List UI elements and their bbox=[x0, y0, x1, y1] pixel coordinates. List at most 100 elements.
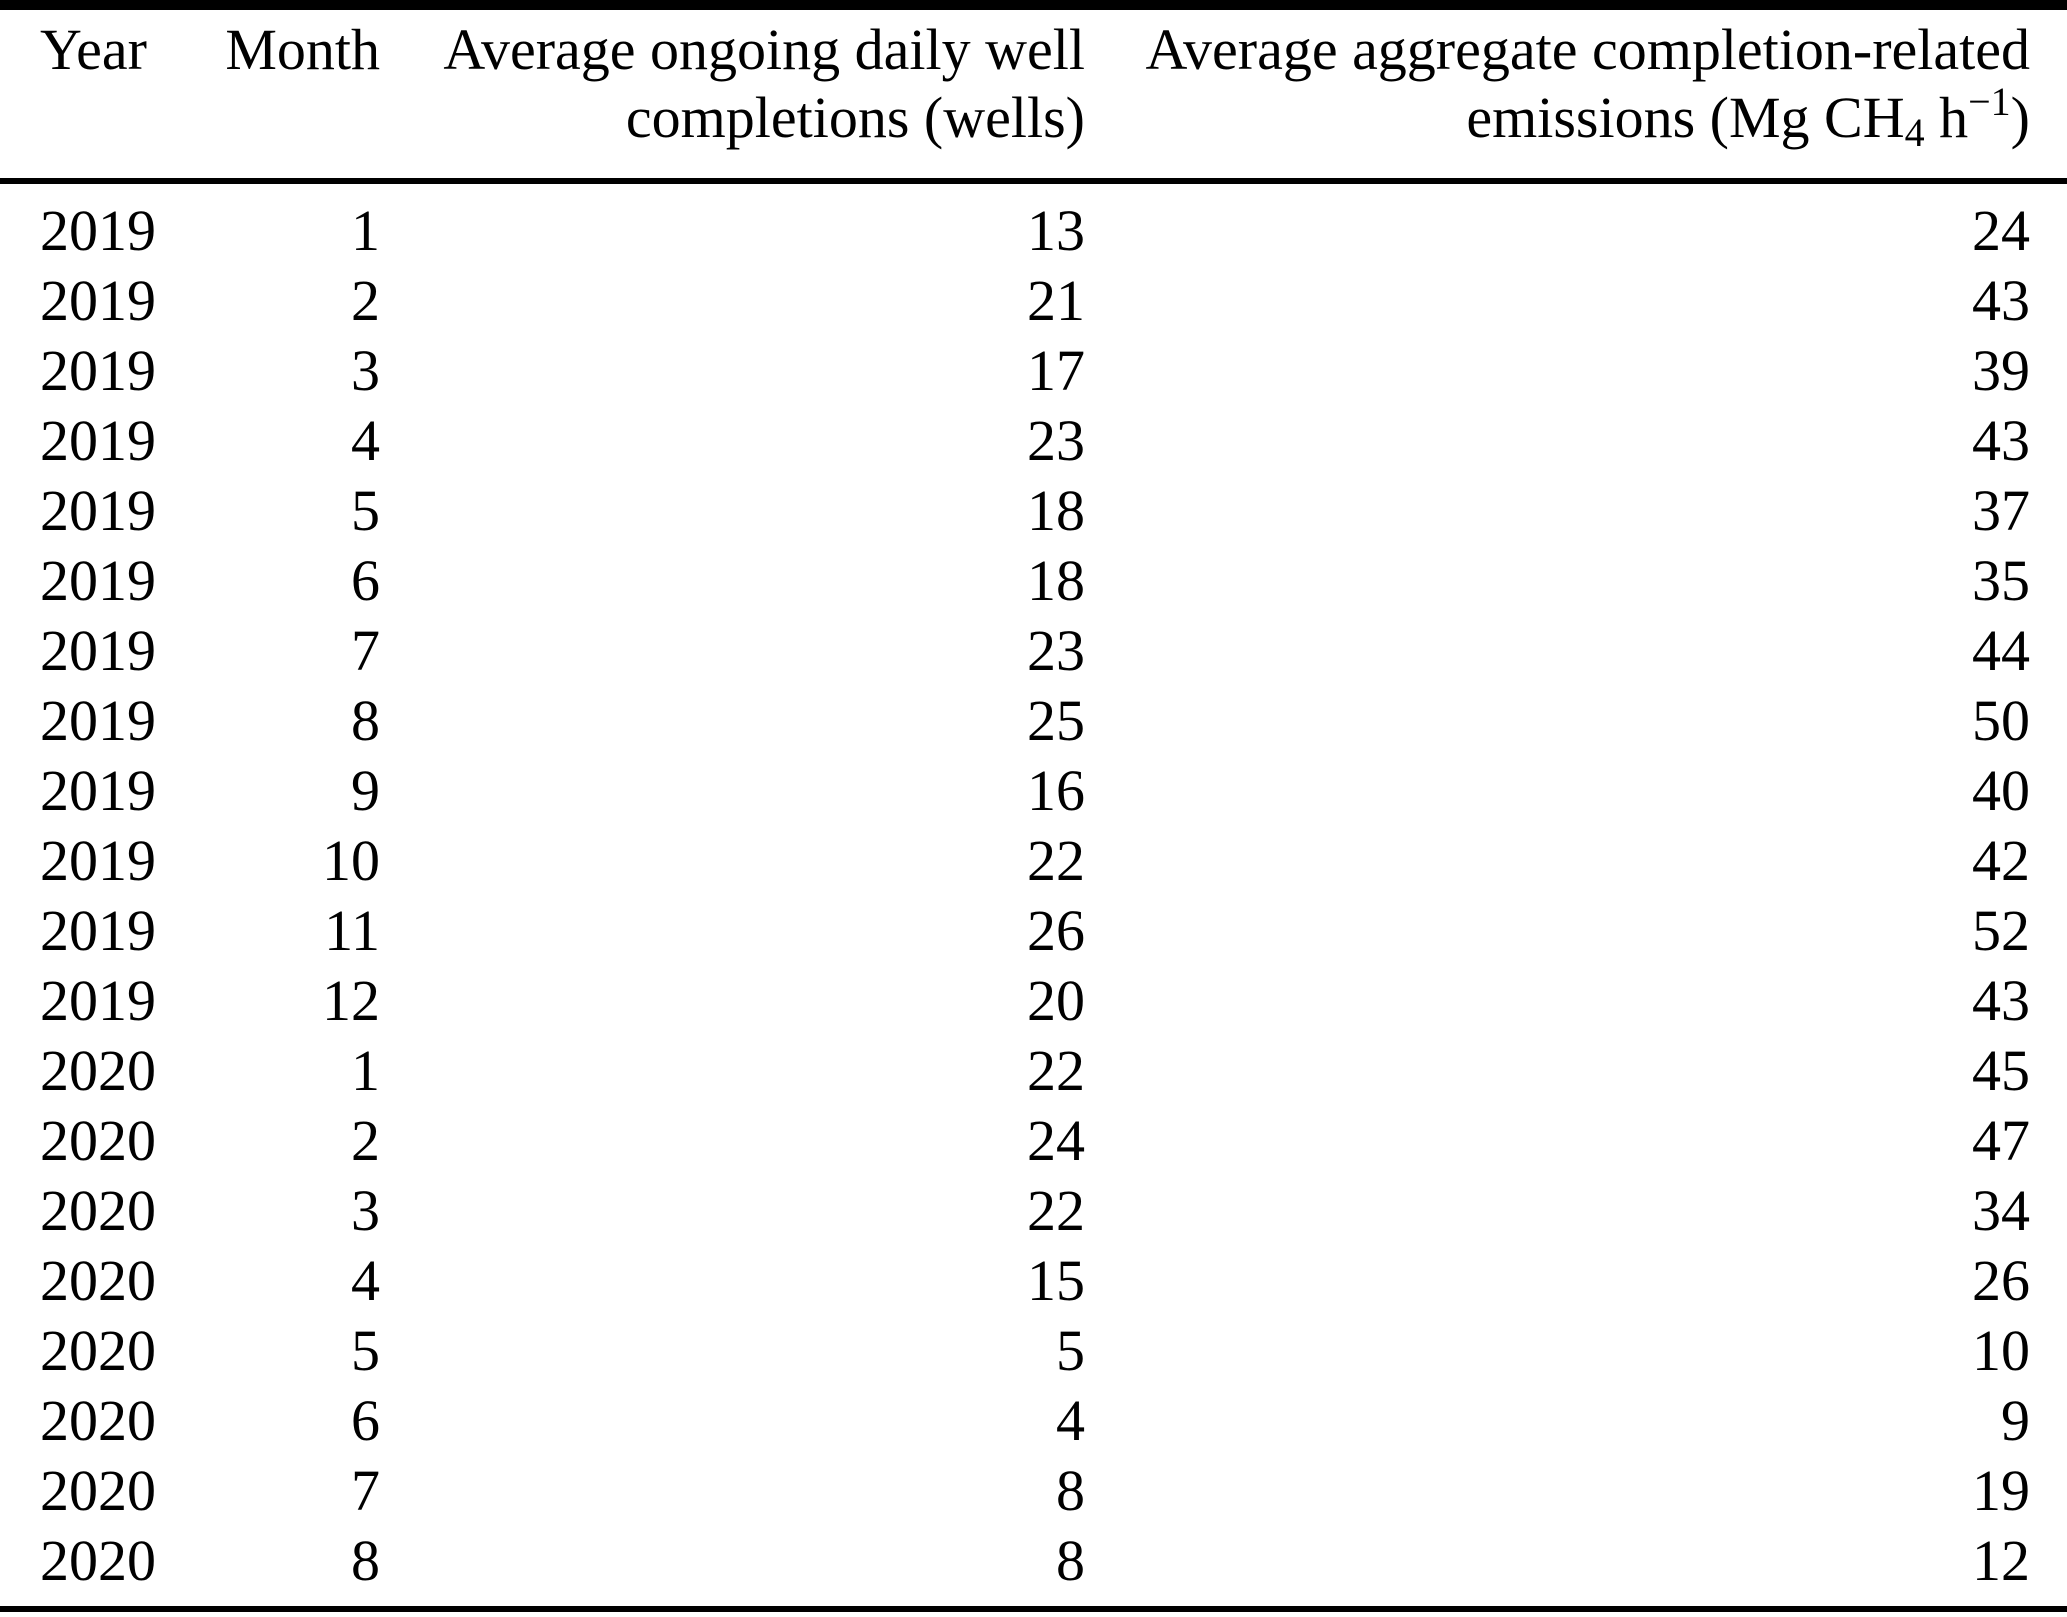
completions-cell: 8 bbox=[1056, 1458, 1085, 1523]
per-hour-superscript: −1 bbox=[1968, 79, 2011, 124]
table-row: 2019 1 13 24 bbox=[0, 181, 2067, 266]
emissions-cell: 26 bbox=[1972, 1248, 2030, 1313]
year-cell: 2020 bbox=[40, 1318, 156, 1383]
emissions-cell: 42 bbox=[1972, 828, 2030, 893]
month-cell: 5 bbox=[351, 1318, 380, 1383]
completions-cell: 24 bbox=[1027, 1108, 1085, 1173]
emissions-cell: 50 bbox=[1972, 688, 2030, 753]
completions-cell: 26 bbox=[1027, 898, 1085, 963]
month-cell: 6 bbox=[351, 1388, 380, 1453]
month-cell: 5 bbox=[351, 478, 380, 543]
completions-cell: 15 bbox=[1027, 1248, 1085, 1313]
completions-cell: 20 bbox=[1027, 968, 1085, 1033]
completions-cell: 22 bbox=[1027, 828, 1085, 893]
month-cell: 4 bbox=[351, 1248, 380, 1313]
emissions-cell: 47 bbox=[1972, 1108, 2030, 1173]
month-cell: 8 bbox=[351, 688, 380, 753]
header-year: Year bbox=[0, 10, 190, 184]
table-header: Year Month Average ongoing daily well co… bbox=[0, 10, 2067, 184]
month-cell: 9 bbox=[351, 758, 380, 823]
table-row: 2020 4 15 26 bbox=[0, 1246, 2067, 1316]
emissions-cell: 52 bbox=[1972, 898, 2030, 963]
completions-cell: 21 bbox=[1027, 268, 1085, 333]
emissions-cell: 45 bbox=[1972, 1038, 2030, 1103]
header-completions-line2: completions (wells) bbox=[625, 85, 1085, 150]
ch4-subscript: 4 bbox=[1904, 109, 1925, 155]
month-cell: 4 bbox=[351, 408, 380, 473]
emissions-cell: 43 bbox=[1972, 968, 2030, 1033]
emissions-cell: 12 bbox=[1972, 1528, 2030, 1593]
completions-cell: 23 bbox=[1027, 618, 1085, 683]
year-cell: 2020 bbox=[40, 1038, 156, 1103]
table-row: 2019 2 21 43 bbox=[0, 266, 2067, 336]
table-row: 2020 1 22 45 bbox=[0, 1036, 2067, 1106]
completions-cell: 22 bbox=[1027, 1038, 1085, 1103]
year-cell: 2019 bbox=[40, 688, 156, 753]
emissions-cell: 19 bbox=[1972, 1458, 2030, 1523]
year-cell: 2020 bbox=[40, 1248, 156, 1313]
completions-cell: 18 bbox=[1027, 478, 1085, 543]
year-cell: 2020 bbox=[40, 1108, 156, 1173]
emissions-cell: 37 bbox=[1972, 478, 2030, 543]
table-top-rule bbox=[0, 0, 2067, 10]
emissions-cell: 40 bbox=[1972, 758, 2030, 823]
month-cell: 11 bbox=[324, 898, 380, 963]
year-cell: 2020 bbox=[40, 1458, 156, 1523]
emissions-cell: 9 bbox=[2001, 1388, 2030, 1453]
completions-cell: 8 bbox=[1056, 1528, 1085, 1593]
table-row: 2019 8 25 50 bbox=[0, 686, 2067, 756]
table-row: 2019 9 16 40 bbox=[0, 756, 2067, 826]
month-cell: 1 bbox=[351, 198, 380, 263]
header-row: Year Month Average ongoing daily well co… bbox=[0, 10, 2067, 184]
emissions-cell: 24 bbox=[1972, 198, 2030, 263]
month-cell: 7 bbox=[351, 618, 380, 683]
month-cell: 2 bbox=[351, 268, 380, 333]
year-cell: 2020 bbox=[40, 1528, 156, 1593]
header-month-label: Month bbox=[225, 17, 380, 82]
month-cell: 1 bbox=[351, 1038, 380, 1103]
year-cell: 2020 bbox=[40, 1388, 156, 1453]
year-cell: 2019 bbox=[40, 478, 156, 543]
completions-cell: 25 bbox=[1027, 688, 1085, 753]
emissions-unit-hours: h bbox=[1924, 85, 1969, 150]
completions-cell: 22 bbox=[1027, 1178, 1085, 1243]
year-cell: 2019 bbox=[40, 548, 156, 613]
year-cell: 2019 bbox=[40, 338, 156, 403]
year-cell: 2019 bbox=[40, 408, 156, 473]
month-cell: 3 bbox=[351, 1178, 380, 1243]
year-cell: 2019 bbox=[40, 268, 156, 333]
table-body: 2019 1 13 24 2019 2 21 43 2019 3 17 39 2… bbox=[0, 181, 2067, 1596]
month-cell: 2 bbox=[351, 1108, 380, 1173]
emissions-cell: 35 bbox=[1972, 548, 2030, 613]
table-row: 2019 12 20 43 bbox=[0, 966, 2067, 1036]
completions-cell: 5 bbox=[1056, 1318, 1085, 1383]
completions-cell: 13 bbox=[1027, 198, 1085, 263]
table-row: 2019 6 18 35 bbox=[0, 546, 2067, 616]
table-row: 2019 7 23 44 bbox=[0, 616, 2067, 686]
month-cell: 3 bbox=[351, 338, 380, 403]
year-cell: 2019 bbox=[40, 618, 156, 683]
table-row: 2020 2 24 47 bbox=[0, 1106, 2067, 1176]
emissions-cell: 43 bbox=[1972, 268, 2030, 333]
emissions-table: Year Month Average ongoing daily well co… bbox=[0, 10, 2067, 1596]
header-completions: Average ongoing daily well completions (… bbox=[380, 10, 1085, 184]
month-cell: 7 bbox=[351, 1458, 380, 1523]
table-row: 2019 11 26 52 bbox=[0, 896, 2067, 966]
header-emissions-line1: Average aggregate completion-related bbox=[1145, 17, 2030, 82]
header-month: Month bbox=[190, 10, 380, 184]
month-cell: 12 bbox=[322, 968, 380, 1033]
emissions-unit-close-paren: ) bbox=[2010, 85, 2030, 150]
table-row: 2020 3 22 34 bbox=[0, 1176, 2067, 1246]
emissions-cell: 43 bbox=[1972, 408, 2030, 473]
year-cell: 2019 bbox=[40, 198, 156, 263]
year-cell: 2019 bbox=[40, 898, 156, 963]
completions-cell: 17 bbox=[1027, 338, 1085, 403]
year-cell: 2019 bbox=[40, 968, 156, 1033]
month-cell: 6 bbox=[351, 548, 380, 613]
table-bottom-rule bbox=[0, 1606, 2067, 1612]
completions-cell: 18 bbox=[1027, 548, 1085, 613]
emissions-cell: 34 bbox=[1972, 1178, 2030, 1243]
year-cell: 2020 bbox=[40, 1178, 156, 1243]
completions-cell: 4 bbox=[1056, 1388, 1085, 1453]
